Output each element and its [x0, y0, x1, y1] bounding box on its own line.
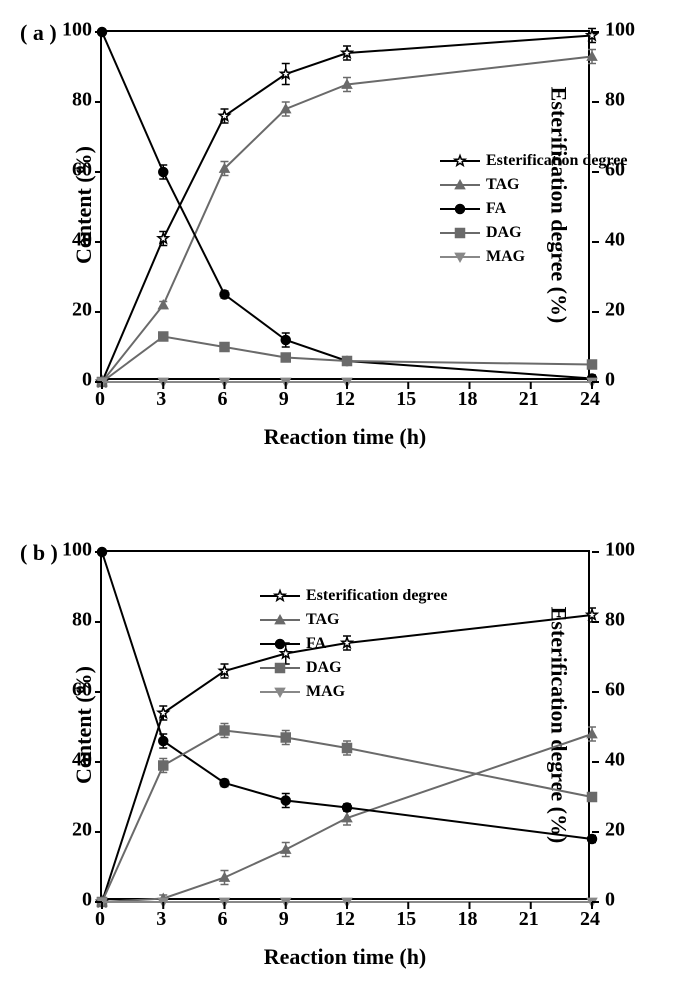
legend-label: MAG: [306, 683, 345, 701]
panel-a-label: ( a ): [20, 20, 57, 46]
legend-item: FA: [440, 198, 627, 220]
chart-b-legend: Esterification degree TAG FA: [260, 585, 447, 705]
legend-item: TAG: [440, 174, 627, 196]
legend-label: MAG: [486, 248, 525, 266]
chart-a-xlabel: Reaction time (h): [264, 424, 427, 450]
chart-a-legend: Esterification degree TAG FA: [440, 150, 627, 270]
legend-item: FA: [260, 633, 447, 655]
legend-item: MAG: [260, 681, 447, 703]
legend-item: Esterification degree: [260, 585, 447, 607]
legend-item: DAG: [440, 222, 627, 244]
chart-b-xlabel: Reaction time (h): [264, 944, 427, 970]
legend-label: DAG: [306, 659, 342, 677]
panel-b-label: ( b ): [20, 540, 58, 566]
legend-item: TAG: [260, 609, 447, 631]
legend-label: FA: [306, 635, 326, 653]
legend-label: DAG: [486, 224, 522, 242]
legend-label: TAG: [486, 176, 519, 194]
chart-b: ( b ) Content (%) Esterification degree …: [0, 520, 697, 1000]
legend-item: Esterification degree: [440, 150, 627, 172]
legend-label: TAG: [306, 611, 339, 629]
chart-a: ( a ) Content (%) Esterification degree …: [0, 0, 697, 480]
legend-label: Esterification degree: [486, 152, 627, 170]
legend-label: Esterification degree: [306, 587, 447, 605]
legend-label: FA: [486, 200, 506, 218]
legend-item: DAG: [260, 657, 447, 679]
legend-item: MAG: [440, 246, 627, 268]
